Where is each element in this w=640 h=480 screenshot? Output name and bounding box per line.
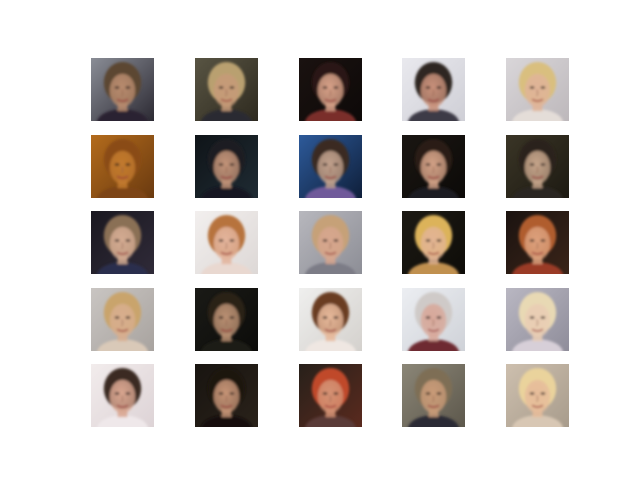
- face-sample-image: [506, 134, 569, 198]
- face-sample-image: [506, 211, 569, 274]
- face-sample-image: [506, 287, 569, 351]
- face-sample-image: [506, 58, 569, 121]
- face-sample-tile: [91, 211, 154, 274]
- face-sample-tile: [298, 211, 362, 274]
- face-sample-tile: [91, 134, 154, 198]
- face-sample-tile: [506, 364, 569, 427]
- face-sample-image: [506, 364, 569, 427]
- face-sample-image: [194, 134, 258, 198]
- face-sample-image: [402, 58, 466, 121]
- face-sample-image: [194, 58, 258, 121]
- face-sample-tile: [506, 211, 569, 274]
- face-sample-tile: [298, 287, 362, 351]
- face-sample-image: [298, 287, 362, 351]
- face-sample-image: [91, 364, 154, 427]
- face-sample-image: [298, 211, 362, 274]
- face-sample-tile: [91, 364, 154, 427]
- face-sample-tile: [506, 287, 569, 351]
- face-sample-tile: [194, 134, 258, 198]
- face-sample-image: [194, 211, 258, 274]
- face-sample-tile: [298, 58, 362, 121]
- face-sample-image: [402, 134, 466, 198]
- face-sample-tile: [402, 134, 466, 198]
- face-sample-image: [194, 364, 258, 427]
- face-sample-tile: [506, 134, 569, 198]
- face-sample-image: [298, 364, 362, 427]
- face-sample-image: [194, 287, 258, 351]
- face-sample-tile: [194, 211, 258, 274]
- face-sample-tile: [298, 364, 362, 427]
- face-sample-tile: [91, 287, 154, 351]
- face-sample-tile: [402, 211, 466, 274]
- face-sample-image: [298, 134, 362, 198]
- face-sample-image: [402, 287, 466, 351]
- face-sample-image: [402, 211, 466, 274]
- face-sample-tile: [194, 58, 258, 121]
- face-sample-tile: [298, 134, 362, 198]
- face-sample-tile: [402, 58, 466, 121]
- face-sample-image: [91, 211, 154, 274]
- face-sample-image: [91, 58, 154, 121]
- face-sample-image: [298, 58, 362, 121]
- face-sample-tile: [194, 364, 258, 427]
- face-sample-tile: [91, 58, 154, 121]
- face-sample-tile: [402, 287, 466, 351]
- sample-grid: [91, 58, 569, 427]
- face-sample-image: [402, 364, 466, 427]
- face-sample-image: [91, 134, 154, 198]
- face-sample-tile: [506, 58, 569, 121]
- face-sample-tile: [402, 364, 466, 427]
- face-sample-tile: [194, 287, 258, 351]
- face-sample-image: [91, 287, 154, 351]
